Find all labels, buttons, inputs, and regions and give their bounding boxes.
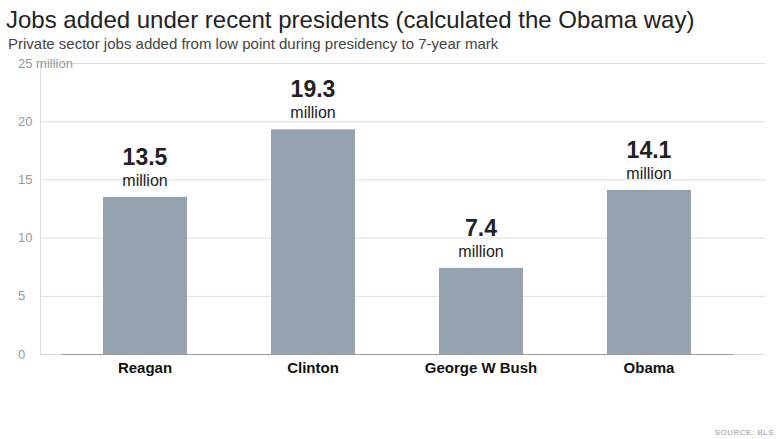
grid-line [40,121,765,122]
bar [607,190,691,354]
y-tick-label: 20 [18,114,32,129]
y-tick-label: 10 [18,230,32,245]
chart: Jobs added under recent presidents (calc… [0,0,780,439]
y-tick-label: 25 million [18,56,73,71]
y-tick-label: 15 [18,172,32,187]
x-tick-label: Reagan [118,359,172,376]
x-tick: Clinton [287,354,339,376]
bar [271,129,355,354]
data-label: 14.1million [626,137,671,182]
y-axis: 0 5 10 15 20 25 million [18,56,765,362]
x-tick: Obama [624,354,676,376]
bar [103,197,187,354]
x-axis: Reagan Clinton George W Bush Obama [62,354,734,376]
x-tick: Reagan [118,354,172,376]
x-axis-line [62,354,734,355]
data-label: 7.4million [458,215,503,260]
subtitle: Private sector jobs added from low point… [8,35,499,52]
bars [103,129,691,354]
title: Jobs added under recent presidents (calc… [6,6,694,33]
data-label: 13.5million [122,144,167,189]
bar [439,268,523,354]
y-tick: 20 [18,114,765,129]
grid-line [40,354,765,355]
y-tick-label: 5 [18,288,25,303]
y-axis-line [41,64,766,355]
data-labels: 13.5million 19.3million 7.4million 14.1mill… [122,76,671,260]
y-tick-label: 0 [18,347,25,362]
x-tick-label: George W Bush [425,359,538,376]
grid-line [112,63,765,64]
y-tick: 25 million [18,56,765,71]
source: SOURCE: BLS [715,428,774,437]
x-tick-label: Obama [624,359,676,376]
x-tick-label: Clinton [287,359,339,376]
x-tick: George W Bush [425,354,538,376]
data-label: 19.3million [290,76,335,121]
